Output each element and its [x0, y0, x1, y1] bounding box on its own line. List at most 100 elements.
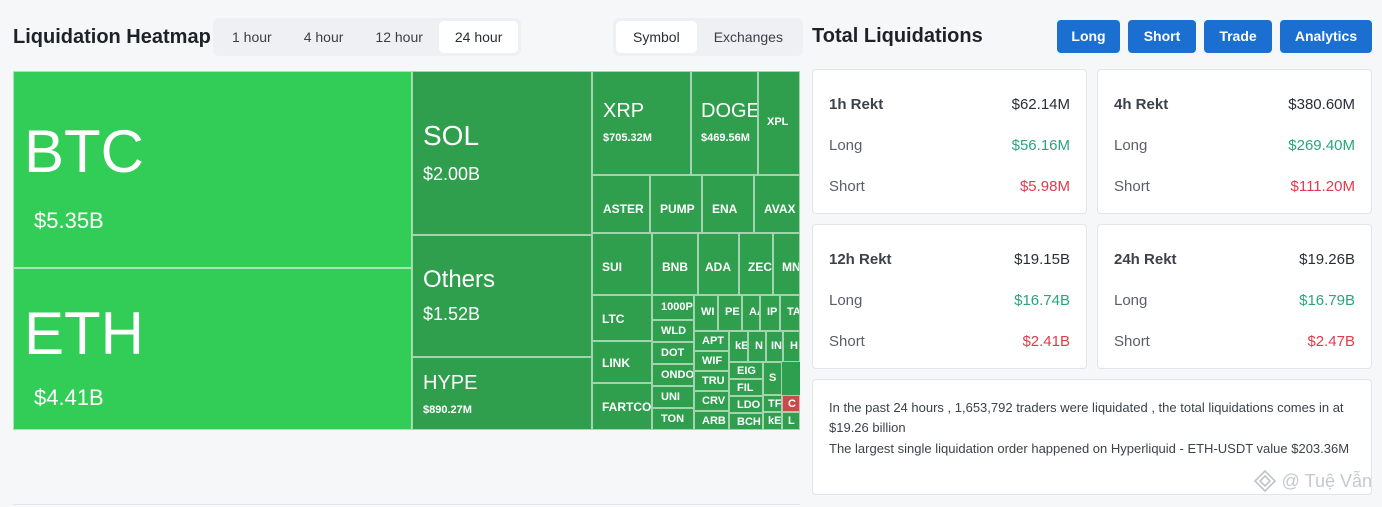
heatmap-cell-uni[interactable]: UNI — [652, 386, 694, 408]
heatmap-cell-wi[interactable]: WI — [694, 295, 718, 331]
heatmap-cell-ta[interactable]: TA — [780, 295, 800, 331]
heatmap-cell-ton[interactable]: TON — [652, 408, 694, 430]
heatmap-cell-h[interactable]: H — [783, 331, 800, 362]
card-total: $19.26B — [1299, 251, 1355, 268]
heatmap-cell-symbol: AA — [749, 306, 759, 318]
heatmap-cell-symbol: kE — [768, 415, 782, 427]
heatmap-cell-1000p[interactable]: 1000P — [652, 295, 694, 320]
heatmap-cell-symbol: TRU — [702, 375, 725, 387]
heatmap-cell-sol[interactable]: SOL $2.00B — [412, 71, 592, 235]
heatmap-cell-l[interactable]: L — [782, 412, 800, 430]
heatmap-cell-fil[interactable]: FIL — [729, 379, 763, 396]
card-label: 4h Rekt — [1114, 96, 1169, 113]
heatmap-cell-tru[interactable]: TRU — [694, 371, 729, 391]
heatmap-cell-ip[interactable]: IP — [760, 295, 780, 331]
heatmap-cell-wld[interactable]: WLD — [652, 320, 694, 342]
heatmap-cell-eth[interactable]: ETH $4.41B — [13, 268, 412, 430]
heatmap-cell-arb[interactable]: ARB — [694, 411, 729, 430]
card-24h-rekt: 24h Rekt $19.26B Long $16.79B Short $2.47B — [1097, 224, 1372, 369]
heatmap-cell-aa[interactable]: AA — [742, 295, 760, 331]
long-label: Long — [1114, 137, 1148, 154]
heatmap-cell-symbol: LDO — [737, 399, 761, 411]
heatmap-cell-c[interactable]: C — [782, 395, 800, 412]
tab-1-hour[interactable]: 1 hour — [232, 29, 272, 45]
tab-exchanges[interactable]: Exchanges — [713, 29, 783, 45]
heatmap-cell-crv[interactable]: CRV — [694, 391, 729, 411]
long-value: $16.79B — [1299, 292, 1355, 309]
heatmap-cell-symbol: AVAX — [764, 202, 796, 216]
heatmap-cell-link[interactable]: LINK — [592, 341, 652, 383]
heatmap-cell-in[interactable]: IN — [766, 331, 783, 362]
heatmap-cell-xrp[interactable]: XRP $705.32M — [592, 71, 691, 175]
heatmap-cell-aster[interactable]: ASTER — [592, 175, 650, 233]
card-total: $380.60M — [1288, 96, 1355, 113]
heatmap-cell-pe[interactable]: PE — [718, 295, 742, 331]
short-button[interactable]: Short — [1128, 20, 1196, 53]
tab-symbol[interactable]: Symbol — [616, 21, 697, 53]
heatmap-cell-dot[interactable]: DOT — [652, 342, 694, 364]
heatmap-cell-bnb[interactable]: BNB — [652, 233, 698, 295]
heatmap-cell-symbol: PUMP — [660, 202, 695, 216]
short-value: $2.41B — [1022, 333, 1070, 350]
heatmap-cell-hype[interactable]: HYPE $890.27M — [412, 357, 592, 430]
heatmap-cell-value: $469.56M — [701, 132, 750, 144]
heatmap-cell-symbol: kE — [735, 340, 748, 352]
heatmap-cell-tf[interactable]: TF — [763, 395, 782, 412]
heatmap-cell-symbol: TA — [787, 306, 800, 318]
short-label: Short — [1114, 333, 1150, 350]
tab-4-hour[interactable]: 4 hour — [303, 29, 344, 45]
heatmap-cell-ada[interactable]: ADA — [698, 233, 739, 295]
tab-24-hour[interactable]: 24 hour — [438, 21, 519, 53]
heatmap-cell-ke[interactable]: kE — [729, 331, 748, 362]
divider — [13, 504, 800, 505]
long-button[interactable]: Long — [1057, 20, 1120, 53]
heatmap-cell-pump[interactable]: PUMP — [650, 175, 702, 233]
heatmap-cell-apt[interactable]: APT — [694, 331, 729, 351]
view-tabs: Symbol Exchanges — [613, 18, 803, 56]
heatmap-cell-symbol: S — [769, 372, 777, 384]
heatmap-cell-symbol: ZEC — [748, 260, 772, 274]
heatmap-cell-symbol: ASTER — [603, 202, 644, 216]
tab-12-hour[interactable]: 12 hour — [375, 29, 423, 45]
heatmap-cell-sui[interactable]: SUI — [592, 233, 652, 295]
short-label: Short — [1114, 178, 1150, 195]
heatmap-cell-value: $5.35B — [34, 208, 104, 233]
heatmap-cell-symbol: APT — [702, 335, 724, 347]
heatmap-cell-others[interactable]: Others $1.52B — [412, 235, 592, 357]
heatmap-cell-ltc[interactable]: LTC — [592, 295, 652, 341]
heatmap-cell-n[interactable]: N — [748, 331, 766, 362]
heatmap-cell-symbol: C — [788, 398, 796, 410]
heatmap-cell-mnt[interactable]: MNT — [773, 233, 800, 295]
heatmap-cell-value: $1.52B — [423, 304, 481, 324]
heatmap-cell-symbol: WIF — [702, 355, 723, 367]
time-range-tabs: 1 hour 4 hour 12 hour 24 hour — [213, 18, 522, 56]
heatmap-cell-s[interactable]: S — [763, 362, 782, 395]
card-label: 12h Rekt — [829, 251, 892, 268]
heatmap-cell-xpl[interactable]: XPL — [758, 71, 800, 175]
heatmap-cell-fartcoin[interactable]: FARTCOIN — [592, 383, 652, 430]
heatmap-cell-symbol: PE — [725, 306, 740, 318]
trade-button[interactable]: Trade — [1204, 20, 1272, 53]
card-12h-rekt: 12h Rekt $19.15B Long $16.74B Short $2.41B — [812, 224, 1087, 369]
heatmap-cell-eig[interactable]: EIG — [729, 362, 763, 379]
heatmap-cell-doge[interactable]: DOGE $469.56M — [691, 71, 758, 175]
heatmap-cell-bch[interactable]: BCH — [729, 413, 763, 430]
heatmap-cell-value: $4.41B — [34, 385, 104, 410]
heatmap-cell-avax[interactable]: AVAX — [754, 175, 800, 233]
heatmap-cell-btc[interactable]: BTC $5.35B — [13, 71, 412, 268]
card-1h-rekt: 1h Rekt $62.14M Long $56.16M Short $5.98M — [812, 69, 1087, 214]
heatmap-cell-ke[interactable]: kE — [763, 412, 782, 430]
heatmap-cell-ena[interactable]: ENA — [702, 175, 754, 233]
heatmap-cell-value: $705.32M — [603, 132, 652, 144]
heatmap-cell-symbol: SOL — [423, 120, 480, 151]
heatmap-cell-symbol: IP — [767, 306, 778, 318]
heatmap-cell-ondo[interactable]: ONDO — [652, 364, 694, 386]
heatmap-cell-symbol: BTC — [24, 118, 144, 185]
heatmap-cell-wif[interactable]: WIF — [694, 351, 729, 371]
heatmap-cell-symbol: IN — [771, 340, 782, 352]
heatmap-cell-symbol: HYPE — [423, 372, 478, 394]
analytics-button[interactable]: Analytics — [1280, 20, 1372, 53]
short-value: $111.20M — [1290, 178, 1356, 195]
heatmap-cell-zec[interactable]: ZEC — [739, 233, 773, 295]
heatmap-cell-ldo[interactable]: LDO — [729, 396, 763, 413]
